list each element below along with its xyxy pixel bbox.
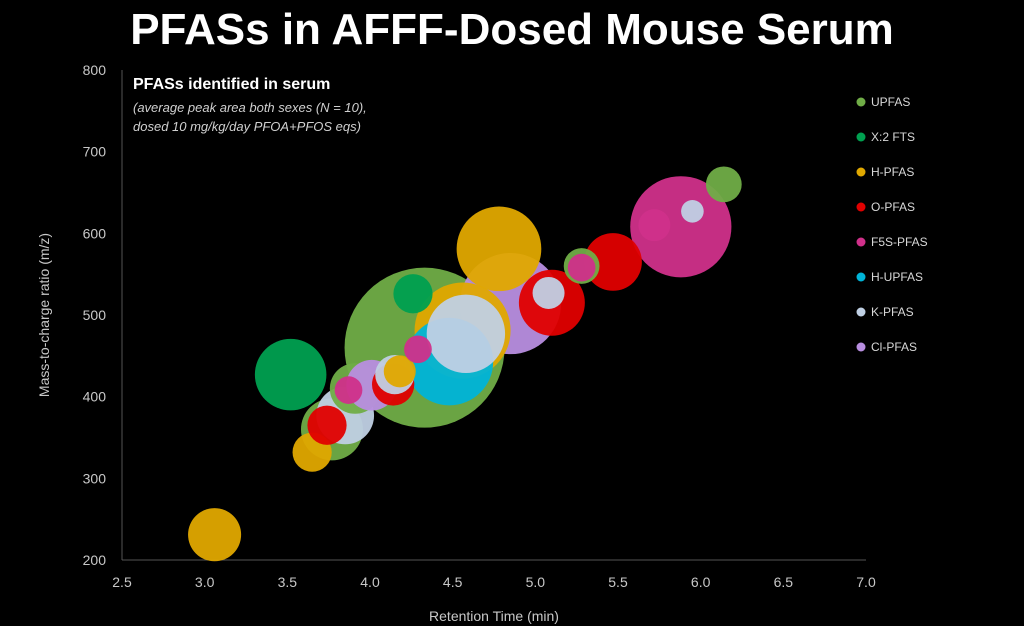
axes: [121, 70, 866, 561]
legend-label-f5s-pfas: F5S-PFAS: [871, 235, 928, 249]
y-tick-labels: 200 300 400 500 600 700 800: [83, 62, 107, 568]
y-tick-label: 500: [83, 307, 107, 323]
legend-marker-x-2-fts: [856, 132, 866, 142]
y-axis-title: Mass-to-charge ratio (m/z): [36, 233, 52, 397]
x-tick-labels: 2.5 3.0 3.5 4.0 4.5 5.0 5.5 6.0 6.5 7.0: [112, 574, 876, 590]
x-tick-label: 3.5: [278, 574, 298, 590]
legend-marker-h-pfas: [856, 167, 866, 177]
bubble-k-pfas: [681, 199, 704, 223]
legend-marker-f5s-pfas: [856, 237, 866, 247]
legend-label-h-pfas: H-PFAS: [871, 165, 914, 179]
legend-marker-cl-pfas: [856, 342, 866, 352]
bubble-f5s-pfas: [567, 253, 596, 282]
legend-marker-h-upfas: [856, 272, 866, 282]
legend-marker-o-pfas: [856, 202, 866, 212]
legend-label-upfas: UPFAS: [871, 95, 910, 109]
annotation-line-2: dosed 10 mg/kg/day PFOA+PFOS eqs): [133, 119, 361, 134]
annotation-title: PFASs identified in serum: [133, 76, 330, 93]
legend-marker-k-pfas: [856, 307, 866, 317]
bubble-f5s-pfas: [630, 176, 732, 278]
bubble-o-pfas: [584, 233, 642, 291]
bubble-h-pfas: [188, 508, 242, 562]
y-tick-label: 600: [83, 225, 107, 241]
x-tick-label: 4.5: [443, 574, 463, 590]
x-tick-label: 4.0: [360, 574, 380, 590]
y-tick-label: 700: [83, 144, 107, 160]
chart-annotation: PFASs identified in serum (average peak …: [133, 76, 367, 134]
bubble-upfas: [705, 166, 742, 203]
x-tick-label: 6.0: [691, 574, 711, 590]
legend: UPFAS X:2 FTS H-PFAS O-PFAS F5S-PFAS H-UPFAS K…: [856, 95, 928, 354]
bubble-x-2-fts: [393, 274, 433, 314]
x-tick-label: 7.0: [856, 574, 876, 590]
y-tick-label: 800: [83, 62, 107, 78]
legend-label-k-pfas: K-PFAS: [871, 305, 914, 319]
bubble-f5s-pfas: [638, 209, 671, 242]
bubble-k-pfas: [426, 294, 506, 373]
legend-label-o-pfas: O-PFAS: [871, 200, 915, 214]
x-tick-label: 5.0: [526, 574, 546, 590]
y-tick-label: 300: [83, 470, 107, 486]
legend-marker-upfas: [856, 97, 866, 107]
bubble-o-pfas: [307, 405, 347, 445]
x-tick-label: 3.0: [195, 574, 215, 590]
page-title: PFASs in AFFF-Dosed Mouse Serum: [130, 5, 894, 54]
bubble-h-pfas: [456, 206, 542, 292]
legend-label-x-2-fts: X:2 FTS: [871, 130, 915, 144]
annotation-line-1: (average peak area both sexes (N = 10),: [133, 100, 367, 115]
legend-label-cl-pfas: Cl-PFAS: [871, 340, 917, 354]
bubble-k-pfas: [532, 276, 565, 309]
bubbles: [188, 166, 742, 562]
x-axis-title: Retention Time (min): [429, 608, 559, 624]
x-tick-label: 6.5: [774, 574, 794, 590]
bubble-f5s-pfas: [334, 376, 363, 404]
y-tick-label: 200: [83, 552, 107, 568]
bubble-x-2-fts: [254, 338, 327, 411]
legend-label-h-upfas: H-UPFAS: [871, 270, 923, 284]
x-tick-label: 2.5: [112, 574, 132, 590]
y-tick-label: 400: [83, 389, 107, 405]
x-tick-label: 5.5: [608, 574, 628, 590]
bubble-h-pfas: [383, 355, 416, 388]
bubble-f5s-pfas: [404, 335, 432, 364]
